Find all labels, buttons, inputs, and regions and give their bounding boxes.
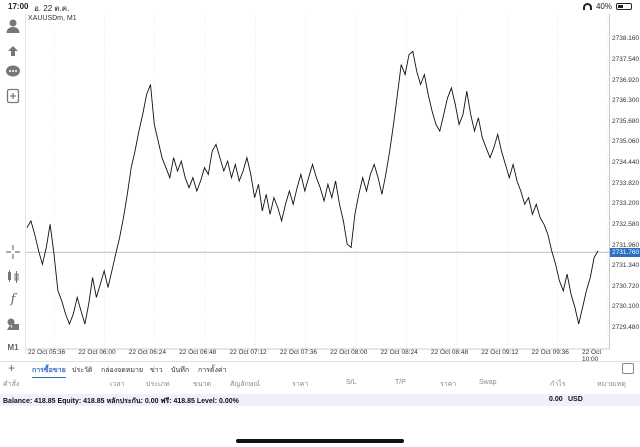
candles-icon[interactable] [5,268,21,284]
wifi-icon [582,3,592,10]
new-order-icon[interactable] [5,88,21,104]
home-indicator [236,439,404,443]
tab-settings[interactable]: การตั้งค่า [198,367,227,374]
col-tp: T/P [395,379,406,386]
price-tick-label: 2731.960 [612,241,640,249]
price-tick-label: 2737.540 [612,55,640,63]
account-currency: USD [568,396,583,403]
indicators-icon[interactable]: f [10,292,16,307]
time-tick-label: 22 Oct 09:36 [531,349,569,356]
total-profit: 0.00 [549,396,563,403]
price-series-line [26,50,599,326]
col-time: เวลา [110,381,125,388]
status-right: 40% [582,2,632,11]
account-summary-row: Balance: 418.85 Equity: 418.85 หลักประกั… [0,394,640,406]
col-profit: กำไร [550,381,566,388]
price-tick-label: 2736.300 [612,97,640,105]
time-tick-label: 22 Oct 08:48 [430,349,469,356]
orders-table-header: คำสั่ง เวลา ประเภท ขนาด สัญลักษณ์ ราคา S… [0,378,640,390]
time-tick-label: 22 Oct 08:24 [380,349,418,356]
battery-percent: 40% [595,2,612,11]
tab-news[interactable]: ข่าว [150,367,163,374]
col-comment: หมายเหตุ [597,381,626,388]
col-order: คำสั่ง [3,381,20,388]
price-tick-label: 2729.480 [612,324,640,332]
status-bar: 17:00 อ. 22 ต.ค. 40% [0,0,640,14]
tab-history[interactable]: ประวัติ [72,367,93,374]
panel-toggle-icon[interactable] [622,363,634,374]
tab-trade[interactable]: การซื้อขาย [32,365,66,378]
crosshair-icon[interactable] [5,244,21,260]
time-tick-label: 22 Oct 05:36 [28,349,66,356]
time-tick-label: 22 Oct 07:36 [279,349,318,356]
price-tick-label: 2732.580 [612,220,640,228]
col-symbol: สัญลักษณ์ [230,381,260,388]
time-tick-label: 22 Oct 06:48 [179,349,217,356]
price-tick-label: 2735.680 [612,117,640,125]
col-swap: Swap [479,379,497,386]
account-icon[interactable] [5,18,21,34]
chat-icon[interactable] [5,64,21,80]
add-icon[interactable]: + [8,361,16,375]
chart-symbol: XAUUSDm, M1 [28,15,77,22]
price-tick-label: 2735.060 [612,138,640,146]
time-tick-label: 22 Oct 09:12 [481,349,519,356]
current-price-tag: 2731.760 [610,247,640,257]
status-time: 17:00 [8,2,29,11]
col-sl: S/L [346,379,357,386]
timeframe-icon[interactable]: M1 [7,343,19,352]
time-tick-label: 22 Oct 06:00 [78,349,116,356]
time-axis: 22 Oct 05:36 22 Oct 06:00 22 Oct 06:24 22 O… [26,349,616,363]
objects-icon[interactable] [5,316,21,332]
battery-icon [616,3,632,10]
price-tick-label: 2730.720 [612,282,640,290]
price-tick-label: 2738.160 [612,35,640,43]
price-chart[interactable] [26,14,610,359]
price-tick-label: 2733.200 [612,200,640,208]
price-tick-label: 2731.340 [612,262,640,270]
price-axis: 2738.160 2737.540 2736.920 2736.300 2735.680… [610,14,640,359]
col-price: ราคา [292,381,309,388]
left-toolbar: f M1 [0,14,26,354]
col-current-price: ราคา [440,381,457,388]
tab-journal[interactable]: บันทึก [171,367,190,374]
price-tick-label: 2734.440 [612,159,640,167]
col-volume: ขนาด [193,381,212,388]
time-tick-label: 22 Oct 06:24 [128,349,166,356]
time-tick-label: 22 Oct 07:12 [229,349,267,356]
price-tick-label: 2730.100 [612,303,640,311]
price-tick-label: 2733.820 [612,179,640,187]
time-tick-label: 22 Oct 08:00 [330,349,368,356]
trade-icon[interactable] [5,42,21,58]
terminal-tabs: + การซื้อขาย ประวัติ กล่องจดหมาย ข่าว บั… [0,361,640,378]
tab-mailbox[interactable]: กล่องจดหมาย [101,367,144,374]
col-type: ประเภท [146,381,170,388]
account-summary: Balance: 418.85 Equity: 418.85 หลักประกั… [3,398,239,405]
time-tick-label: 22 Oct 10:00 [582,349,602,363]
price-tick-label: 2736.920 [612,76,640,84]
status-date: อ. 22 ต.ค. [34,4,70,13]
